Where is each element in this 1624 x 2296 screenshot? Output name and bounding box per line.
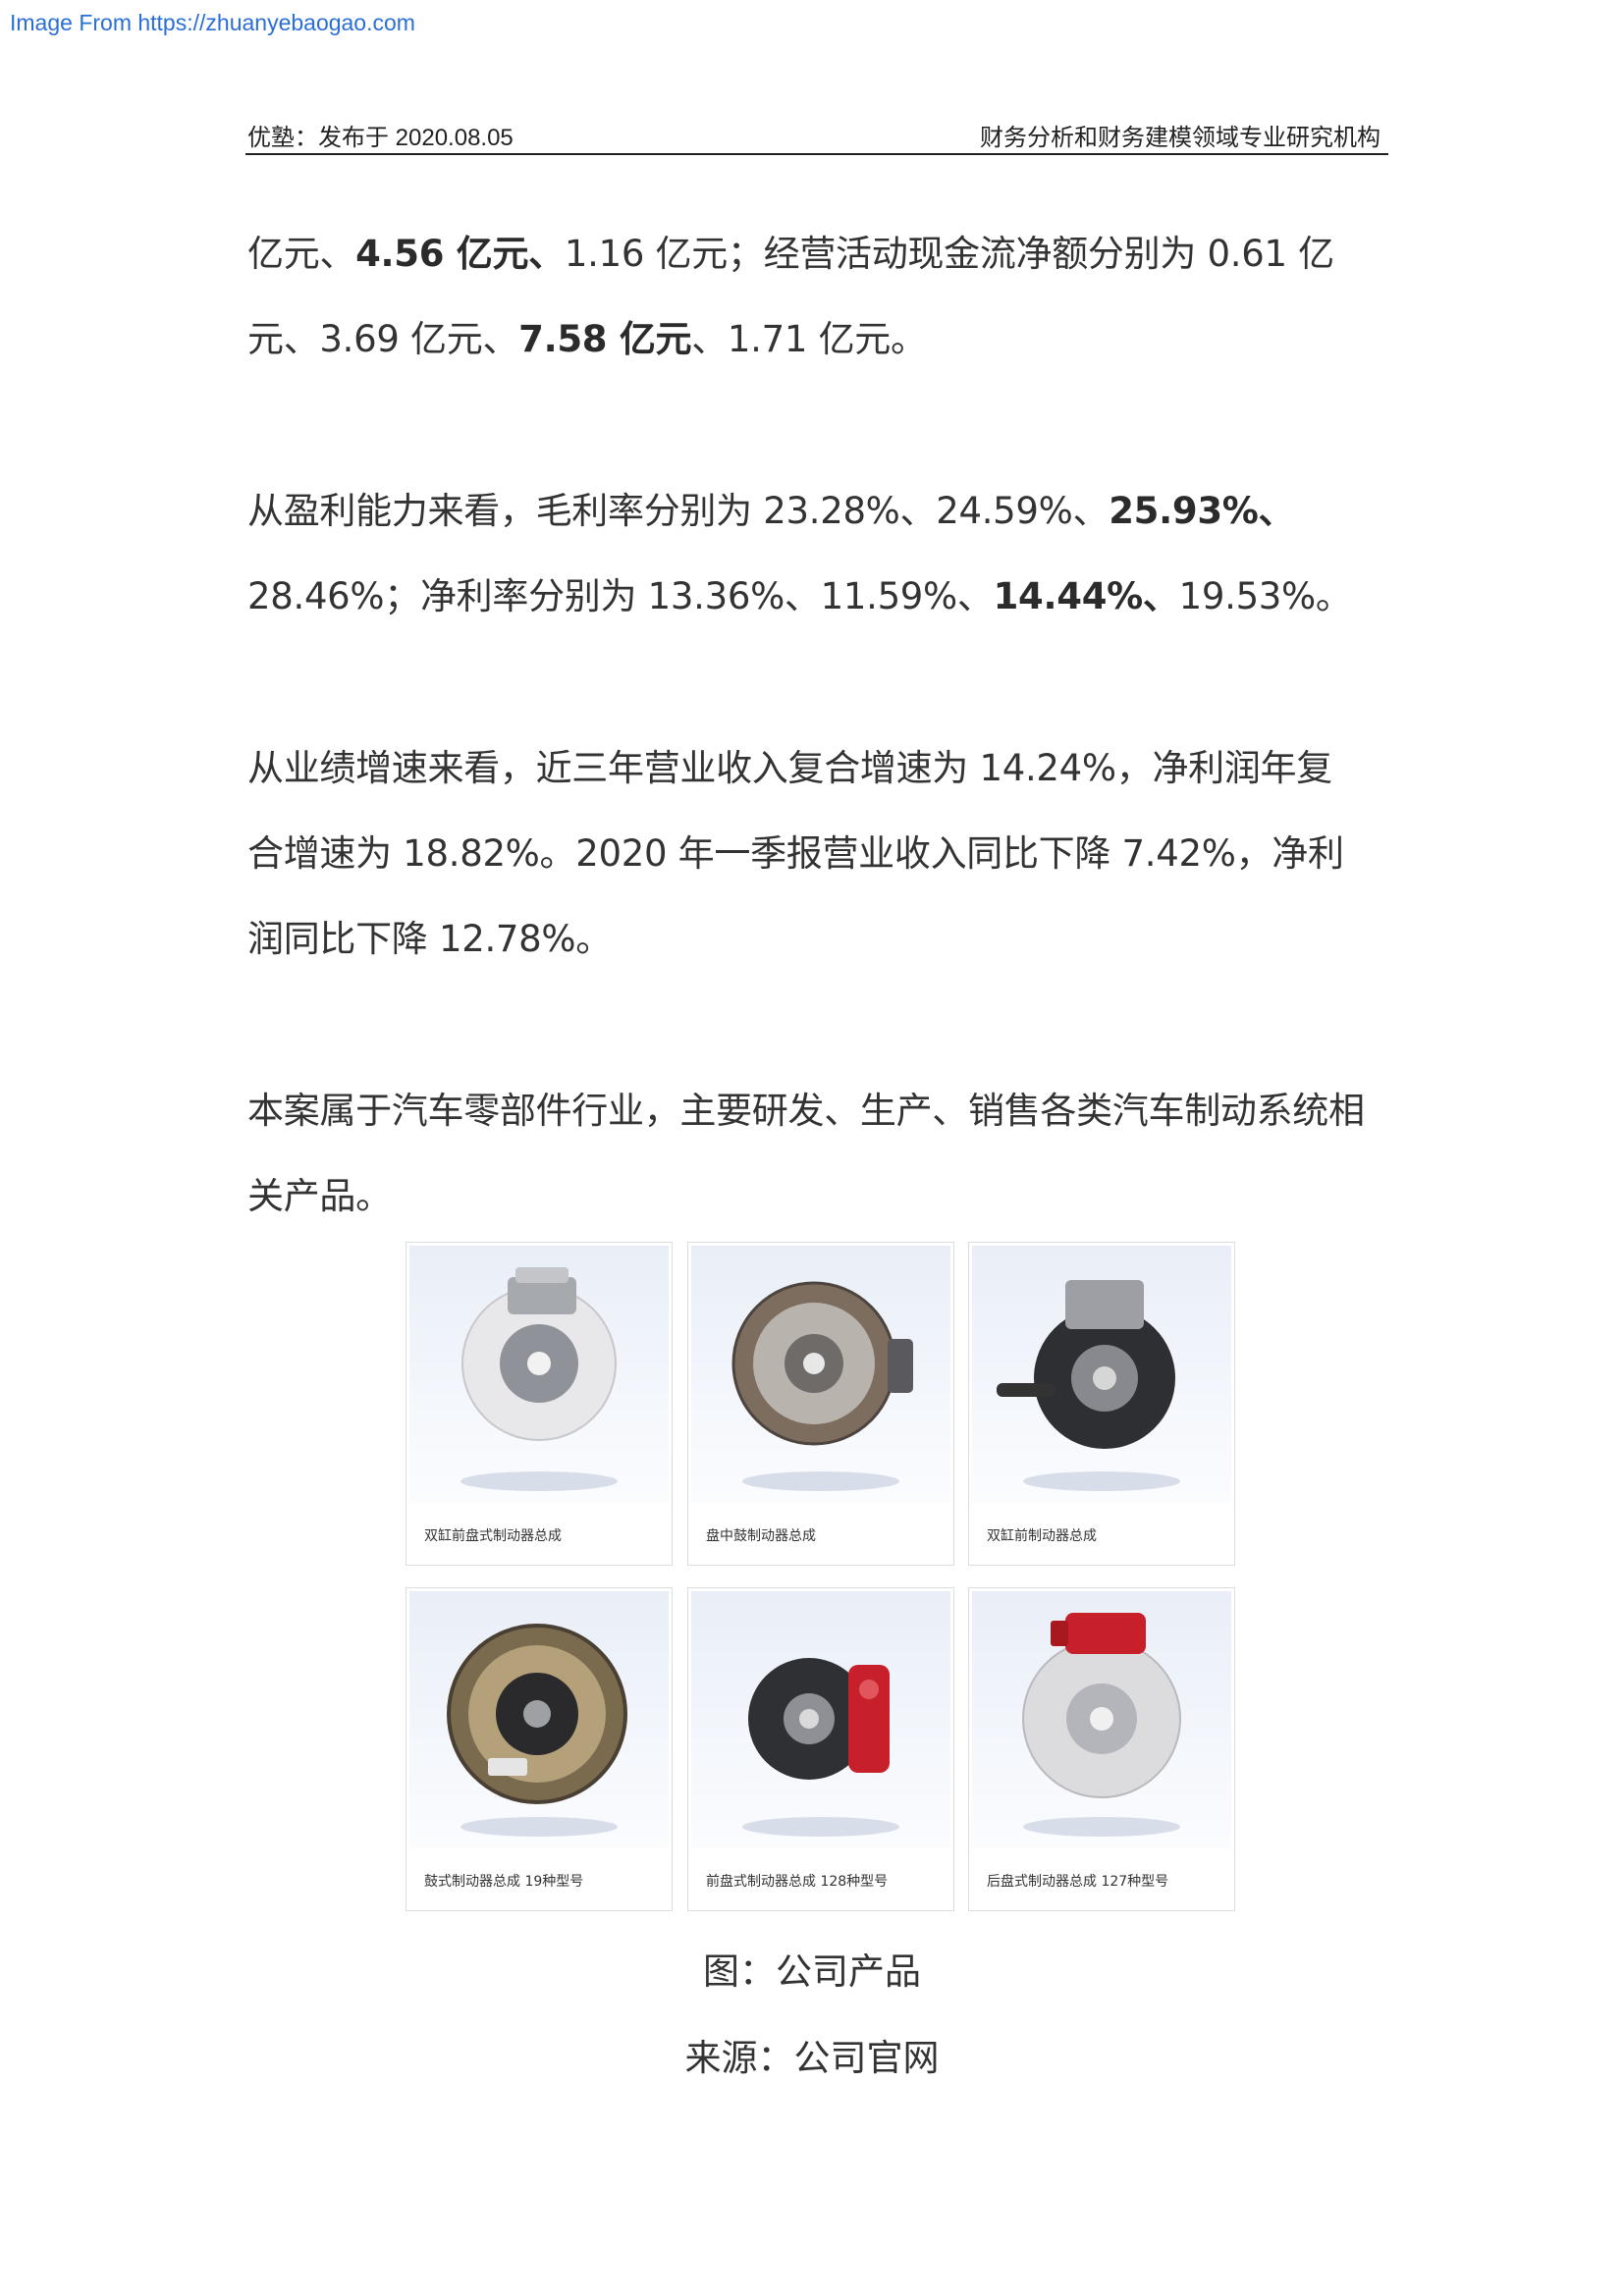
product-card: 双缸前制动器总成 xyxy=(968,1242,1235,1566)
product-caption: 鼓式制动器总成 19种型号 xyxy=(424,1874,584,1890)
paragraph-profitability: 从盈利能力来看，毛利率分别为 23.28%、24.59%、25.93%、28.4… xyxy=(247,490,1352,617)
organization-tagline: 财务分析和财务建模领域专业研究机构 xyxy=(980,125,1380,151)
product-caption: 盘中鼓制动器总成 xyxy=(706,1528,816,1544)
product-caption: 双缸前制动器总成 xyxy=(987,1528,1097,1544)
figure-title: 图：公司产品 xyxy=(703,1950,921,1993)
product-image-grid: 双缸前盘式制动器总成 盘中鼓制动器总成 xyxy=(406,1242,1238,1913)
product-card: 后盘式制动器总成 127种型号 xyxy=(968,1587,1235,1911)
paragraph-growth: 从业绩增速来看，近三年营业收入复合增速为 14.24%，净利润年复合增速为 18… xyxy=(247,747,1344,960)
product-card: 双缸前盘式制动器总成 xyxy=(406,1242,673,1566)
paragraph-industry: 本案属于汽车零部件行业，主要研发、生产、销售各类汽车制动系统相关产品。 xyxy=(247,1090,1365,1217)
disc-brake-icon xyxy=(409,1246,669,1503)
paragraph-cashflow: 亿元、4.56 亿元、1.16 亿元；经营活动现金流净额分别为 0.61 亿元、… xyxy=(247,233,1334,360)
product-caption: 后盘式制动器总成 127种型号 xyxy=(987,1874,1169,1890)
product-caption: 双缸前盘式制动器总成 xyxy=(424,1528,562,1544)
product-caption: 前盘式制动器总成 128种型号 xyxy=(706,1874,889,1890)
article-body: 亿元、4.56 亿元、1.16 亿元；经营活动现金流净额分别为 0.61 亿元、… xyxy=(247,211,1367,1325)
front-brake-knuckle-icon xyxy=(972,1246,1231,1503)
source-watermark-link[interactable]: Image From https://zhuanyebaogao.com xyxy=(10,10,415,35)
drum-in-disc-brake-icon xyxy=(691,1246,950,1503)
rear-disc-brake-red-icon xyxy=(972,1591,1231,1848)
figure-source: 来源：公司官网 xyxy=(684,2037,940,2079)
product-card: 盘中鼓制动器总成 xyxy=(687,1242,954,1566)
product-card: 前盘式制动器总成 128种型号 xyxy=(687,1587,954,1911)
front-disc-brake-red-icon xyxy=(691,1591,950,1848)
drum-brake-icon xyxy=(409,1591,669,1848)
publish-date: 优塾：发布于 2020.08.05 xyxy=(247,125,514,151)
page-header: 优塾：发布于 2020.08.05 财务分析和财务建模领域专业研究机构 xyxy=(245,118,1388,155)
product-card: 鼓式制动器总成 19种型号 xyxy=(406,1587,673,1911)
